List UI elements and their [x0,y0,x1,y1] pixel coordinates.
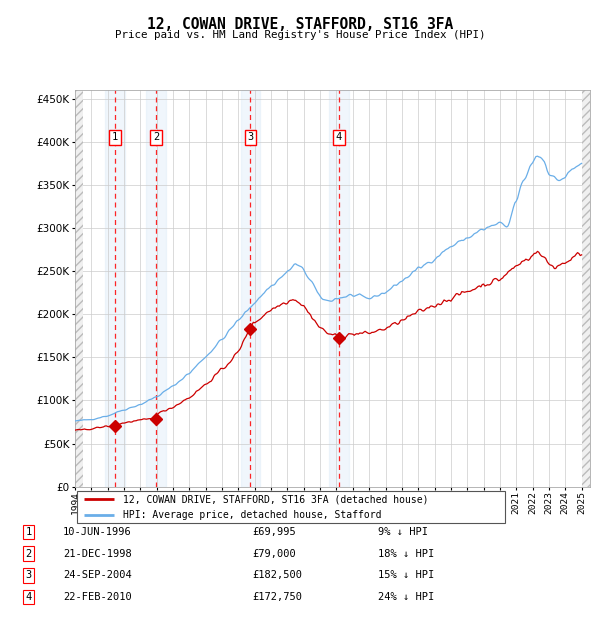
Text: 21-DEC-1998: 21-DEC-1998 [63,549,132,559]
Text: 22-FEB-2010: 22-FEB-2010 [63,592,132,602]
Text: 2: 2 [26,549,32,559]
Bar [329,90,349,487]
Text: £69,995: £69,995 [252,527,296,537]
Bar [146,90,166,487]
Text: 24% ↓ HPI: 24% ↓ HPI [378,592,434,602]
Text: 2: 2 [153,132,160,143]
Text: 12, COWAN DRIVE, STAFFORD, ST16 3FA (detached house): 12, COWAN DRIVE, STAFFORD, ST16 3FA (det… [122,494,428,504]
FancyBboxPatch shape [77,491,505,523]
Text: 10-JUN-1996: 10-JUN-1996 [63,527,132,537]
Text: Price paid vs. HM Land Registry's House Price Index (HPI): Price paid vs. HM Land Registry's House … [115,30,485,40]
Text: £79,000: £79,000 [252,549,296,559]
Text: 18% ↓ HPI: 18% ↓ HPI [378,549,434,559]
Text: 4: 4 [26,592,32,602]
Bar [105,90,125,487]
Text: 24-SEP-2004: 24-SEP-2004 [63,570,132,580]
Text: 9% ↓ HPI: 9% ↓ HPI [378,527,428,537]
Text: 12, COWAN DRIVE, STAFFORD, ST16 3FA: 12, COWAN DRIVE, STAFFORD, ST16 3FA [147,17,453,32]
Text: 3: 3 [26,570,32,580]
Text: 1: 1 [112,132,118,143]
Text: £182,500: £182,500 [252,570,302,580]
Bar [241,90,260,487]
Text: 4: 4 [335,132,342,143]
Text: 1: 1 [26,527,32,537]
Text: HPI: Average price, detached house, Stafford: HPI: Average price, detached house, Staf… [122,510,381,520]
Text: 15% ↓ HPI: 15% ↓ HPI [378,570,434,580]
Text: 3: 3 [247,132,253,143]
Text: £172,750: £172,750 [252,592,302,602]
